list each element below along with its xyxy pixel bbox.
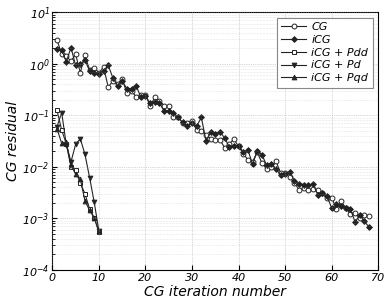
iCG [339,204,343,208]
iCG + Pdd [69,165,74,169]
CG [231,138,236,141]
iCG [69,46,74,49]
iCG + Pd [69,160,74,164]
Line: iCG + Pqd: iCG + Pqd [55,126,101,234]
iCG + Pd [55,125,59,128]
iCG [134,84,138,88]
iCG + Pdd [78,181,83,185]
iCG + Pqd [73,172,78,176]
CG [124,91,129,95]
CG [357,217,362,220]
CG [185,121,190,124]
iCG [190,121,194,125]
X-axis label: CG iteration number: CG iteration number [144,285,286,300]
iCG + Pdd [87,207,92,211]
iCG + Pqd [69,163,74,167]
iCG [55,47,59,51]
Line: iCG + Pdd: iCG + Pdd [55,108,101,235]
iCG + Pdd [83,192,87,196]
iCG + Pqd [59,142,64,145]
iCG [129,87,134,91]
CG [236,145,241,148]
iCG + Pqd [78,177,83,181]
Legend: CG, iCG, iCG + Pdd, iCG + Pd, iCG + Pqd: CG, iCG, iCG + Pdd, iCG + Pd, iCG + Pqd [277,18,373,88]
CG [129,89,134,93]
Y-axis label: CG residual: CG residual [5,101,20,181]
iCG + Pqd [87,209,92,212]
Line: CG: CG [55,38,371,221]
iCG + Pd [59,111,64,114]
iCG + Pqd [55,127,59,131]
iCG + Pd [87,176,92,179]
iCG + Pd [97,229,101,233]
iCG [236,144,241,148]
iCG [367,225,371,229]
CG [334,207,339,210]
CG [367,214,371,218]
iCG + Pd [83,152,87,156]
iCG + Pd [64,143,69,147]
CG [55,38,59,42]
Line: iCG: iCG [55,45,371,229]
iCG + Pdd [55,108,59,112]
iCG + Pqd [92,216,97,220]
iCG + Pdd [73,169,78,172]
iCG + Pd [73,142,78,146]
iCG + Pd [92,201,97,204]
iCG + Pdd [64,142,69,146]
iCG + Pdd [97,231,101,234]
iCG + Pqd [83,199,87,203]
iCG + Pdd [59,128,64,132]
Line: iCG + Pd: iCG + Pd [55,110,101,234]
iCG + Pdd [92,216,97,220]
iCG + Pqd [64,140,69,144]
iCG + Pqd [97,229,101,233]
iCG + Pd [78,137,83,141]
iCG [241,150,246,154]
